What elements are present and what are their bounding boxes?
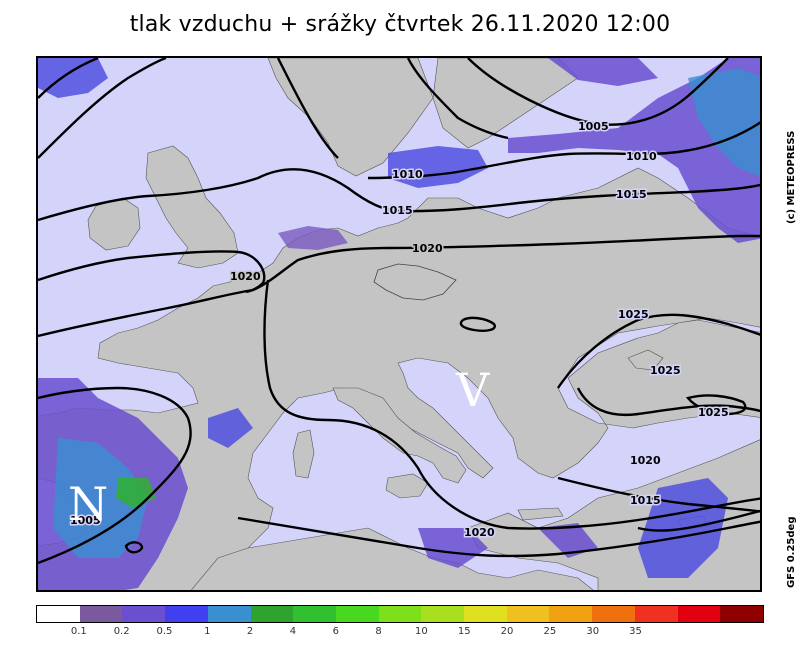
isobar-labels: 1005 1010 1010 1015 1015 1020 1020 1025 … (69, 119, 731, 541)
model-label: GFS 0.25deg (786, 516, 797, 589)
legend-swatch (293, 606, 336, 622)
legend-tick-label: 2 (246, 626, 254, 637)
precipitation-legend-bar (36, 605, 764, 623)
isobar-label: 1005 (578, 120, 609, 133)
isobar-label: 1015 (382, 204, 413, 217)
isobar-label: 1020 (412, 242, 443, 255)
isobar-1015 (38, 168, 760, 222)
legend-tick-label: 30 (586, 626, 600, 637)
precip-far-north (548, 58, 658, 86)
legend-swatch (677, 606, 721, 622)
legend-tick-label: 1 (204, 626, 211, 637)
isobars (38, 58, 760, 565)
isobar-1005-closed (124, 541, 144, 554)
legend-swatch (549, 606, 593, 622)
isobar-label: 1005 (70, 514, 101, 527)
legend-swatch (720, 606, 763, 622)
isobar-1005-ne (467, 58, 729, 126)
legend-tick-label: 20 (500, 626, 514, 637)
map-canvas: 1005 1010 1010 1015 1015 1020 1020 1025 … (38, 58, 760, 590)
isobar-west-loop2 (38, 58, 167, 159)
high-pressure-center: V (455, 363, 490, 417)
legend-swatch (421, 606, 465, 622)
land-sicily (385, 473, 429, 499)
legend-tick-label: 0.1 (70, 626, 87, 637)
isobar-south-bottom (237, 516, 760, 558)
land-sardinia (292, 429, 315, 479)
isobar-1020-central (263, 279, 760, 530)
isobar-1020-west (38, 288, 254, 338)
legend-swatch (592, 606, 635, 622)
legend-swatch (378, 606, 422, 622)
isobar-1025-east (557, 313, 760, 389)
isobar-label: 1025 (650, 364, 681, 377)
land-scandinavia (267, 58, 434, 177)
isobar-1010-north (367, 121, 760, 180)
precip-med-south (418, 528, 488, 568)
legend-swatch (634, 606, 678, 622)
legend-tick-label: 4 (289, 626, 297, 637)
legend-tick-label: 0.2 (113, 626, 130, 637)
legend-tick-label: 10 (415, 626, 428, 637)
precip-north-west (38, 58, 108, 98)
legend-swatch (207, 606, 251, 622)
isobar-label: 1015 (630, 494, 661, 507)
land-areas (38, 58, 760, 590)
precip-med-west (208, 408, 253, 448)
legend-swatch (464, 606, 507, 622)
isobar-1020-south (38, 386, 192, 565)
legend-tick-label: 25 (543, 626, 557, 637)
isobar-label: 1025 (698, 406, 729, 419)
isobar-label: 1015 (616, 188, 647, 201)
precip-north-east-core (688, 68, 760, 177)
land-crete (517, 507, 564, 521)
legend-swatch (506, 606, 550, 622)
precip-central (278, 226, 348, 250)
isobar-closed-center (459, 316, 496, 332)
legend-swatch (122, 606, 166, 622)
precip-iberia-core (53, 438, 148, 558)
legend-swatch (165, 606, 208, 622)
legend-swatch (250, 606, 294, 622)
isobar-label: 1020 (630, 454, 661, 467)
legend-tick-label: 8 (375, 626, 382, 637)
isobar-label: 1020 (464, 526, 495, 539)
isobar-1025-black-sea (576, 387, 760, 417)
map-panel: 1005 1010 1010 1015 1015 1020 1020 1025 … (36, 56, 762, 592)
precipitation-areas (38, 58, 760, 590)
map-title: tlak vzduchu + srážky čtvrtek 26.11.2020… (129, 12, 671, 37)
precipitation-legend-ticks: 0.1 0.2 0.5 1 2 4 6 8 10 15 20 25 30 35 (36, 626, 764, 640)
copyright-label: (c) METEOPRESS (786, 130, 797, 224)
low-pressure-center: N (68, 477, 108, 531)
isobar-label: 1010 (392, 168, 423, 181)
legend-tick-label: 6 (332, 626, 339, 637)
isobar-top (406, 58, 509, 140)
land-crimea (627, 349, 664, 371)
isobar-1020-north (38, 234, 760, 293)
isobar-1025-se (685, 394, 747, 416)
isobar-1015-se (557, 476, 760, 513)
land-continent (38, 167, 760, 590)
legend-swatch (37, 606, 80, 622)
legend-swatch (335, 606, 379, 622)
isobar-label: 1020 (230, 270, 261, 283)
isobar-label: 1010 (626, 150, 657, 163)
isobar-label: 1025 (618, 308, 649, 321)
legend-tick-label: 15 (457, 626, 471, 637)
land-italy (332, 387, 467, 484)
isobar-west-loop (38, 58, 99, 99)
isobar-1015-south (637, 509, 760, 532)
isobar-north-loop (276, 58, 339, 159)
land-great-britain (145, 145, 239, 269)
precip-aegean (538, 523, 598, 558)
czech-border (373, 263, 457, 301)
legend-swatch (79, 606, 123, 622)
land-ireland (87, 197, 141, 251)
land-north-africa (190, 527, 594, 590)
legend-tick-label: 0.5 (156, 626, 173, 637)
legend-tick-label: 35 (629, 626, 642, 637)
